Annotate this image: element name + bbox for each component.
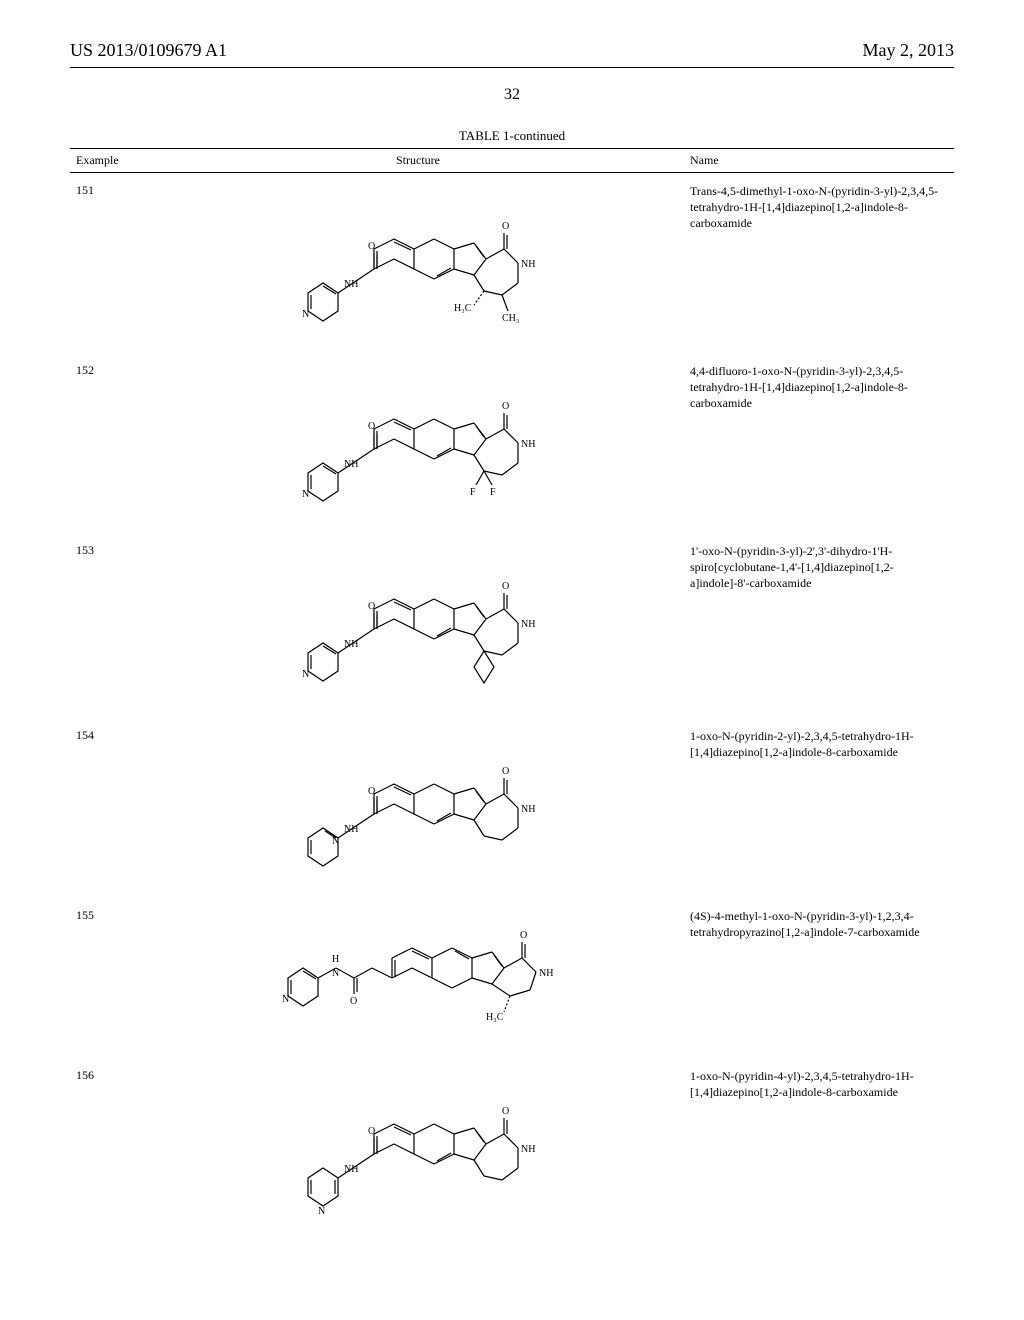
svg-text:NH: NH — [344, 1164, 358, 1175]
svg-text:N: N — [302, 309, 309, 320]
svg-text:NH: NH — [521, 804, 535, 815]
compound-name: (4S)-4-methyl-1-oxo-N-(pyridin-3-yl)-1,2… — [684, 898, 954, 1058]
svg-text:O: O — [502, 1106, 509, 1117]
svg-text:N: N — [332, 968, 339, 979]
svg-text:O: O — [502, 221, 509, 232]
svg-text:F: F — [490, 487, 496, 498]
svg-text:N: N — [302, 669, 309, 680]
example-number: 151 — [70, 173, 152, 354]
compound-name: 1-oxo-N-(pyridin-2-yl)-2,3,4,5-tetrahydr… — [684, 718, 954, 898]
svg-text:H₃C: H₃C — [454, 303, 472, 314]
svg-text:O: O — [350, 996, 357, 1007]
svg-text:NH: NH — [344, 824, 358, 835]
table-title: TABLE 1-continued — [70, 128, 954, 144]
example-number: 156 — [70, 1058, 152, 1238]
compound-table: Example Structure Name 151 — [70, 148, 954, 1238]
chemical-structure-icon: O O NH NH F F N — [288, 363, 548, 513]
chemical-structure-icon: O O NH NH N — [288, 543, 548, 698]
svg-text:F: F — [470, 487, 476, 498]
table-header-row: Example Structure Name — [70, 149, 954, 173]
svg-text:NH: NH — [521, 439, 535, 450]
svg-text:NH: NH — [344, 279, 358, 290]
chemical-structure-icon: O O NH NH H₃C CH₃ N — [288, 183, 548, 333]
structure-cell: O O NH NH H₃C CH₃ N — [152, 173, 684, 354]
table-row: 153 — [70, 533, 954, 718]
chemical-structure-icon: O O NH NH N — [288, 728, 548, 878]
svg-text:NH: NH — [539, 968, 553, 979]
header-rule — [70, 67, 954, 68]
structure-cell: O O H N NH H₃C N — [152, 898, 684, 1058]
example-number: 155 — [70, 898, 152, 1058]
col-name-header: Name — [684, 149, 954, 173]
svg-text:O: O — [368, 601, 375, 612]
example-number: 154 — [70, 718, 152, 898]
col-example-header: Example — [70, 149, 152, 173]
svg-text:O: O — [502, 766, 509, 777]
table-row: 152 — [70, 353, 954, 533]
svg-text:H₃C: H₃C — [486, 1012, 504, 1023]
col-structure-header: Structure — [152, 149, 684, 173]
compound-name: 4,4-difluoro-1-oxo-N-(pyridin-3-yl)-2,3,… — [684, 353, 954, 533]
svg-text:CH₃: CH₃ — [502, 313, 519, 324]
table-row: 155 — [70, 898, 954, 1058]
compound-name: 1-oxo-N-(pyridin-4-yl)-2,3,4,5-tetrahydr… — [684, 1058, 954, 1238]
patent-page: US 2013/0109679 A1 May 2, 2013 32 TABLE … — [0, 0, 1024, 1320]
svg-text:NH: NH — [521, 619, 535, 630]
svg-text:O: O — [368, 786, 375, 797]
publication-date: May 2, 2013 — [863, 40, 955, 61]
publication-number: US 2013/0109679 A1 — [70, 40, 227, 61]
chemical-structure-icon: O O H N NH H₃C N — [278, 908, 558, 1038]
structure-cell: O O NH NH N — [152, 1058, 684, 1238]
structure-cell: O O NH NH N — [152, 533, 684, 718]
svg-text:O: O — [520, 930, 527, 941]
svg-text:N: N — [282, 994, 289, 1005]
svg-text:NH: NH — [521, 1144, 535, 1155]
svg-text:N: N — [318, 1206, 325, 1217]
table-row: 154 — [70, 718, 954, 898]
structure-cell: O O NH NH N — [152, 718, 684, 898]
table-row: 156 — [70, 1058, 954, 1238]
svg-text:N: N — [302, 489, 309, 500]
svg-text:O: O — [368, 1126, 375, 1137]
svg-text:O: O — [368, 421, 375, 432]
structure-cell: O O NH NH F F N — [152, 353, 684, 533]
svg-text:NH: NH — [521, 259, 535, 270]
compound-name: 1'-oxo-N-(pyridin-3-yl)-2',3'-dihydro-1'… — [684, 533, 954, 718]
compound-name: Trans-4,5-dimethyl-1-oxo-N-(pyridin-3-yl… — [684, 173, 954, 354]
table-row: 151 — [70, 173, 954, 354]
example-number: 153 — [70, 533, 152, 718]
svg-text:NH: NH — [344, 459, 358, 470]
chemical-structure-icon: O O NH NH N — [288, 1068, 548, 1218]
svg-text:NH: NH — [344, 639, 358, 650]
svg-text:O: O — [502, 401, 509, 412]
svg-text:O: O — [502, 581, 509, 592]
svg-text:N: N — [332, 836, 339, 847]
svg-text:H: H — [332, 954, 339, 965]
svg-text:O: O — [368, 241, 375, 252]
example-number: 152 — [70, 353, 152, 533]
page-number: 32 — [70, 86, 954, 104]
page-header: US 2013/0109679 A1 May 2, 2013 — [70, 40, 954, 61]
